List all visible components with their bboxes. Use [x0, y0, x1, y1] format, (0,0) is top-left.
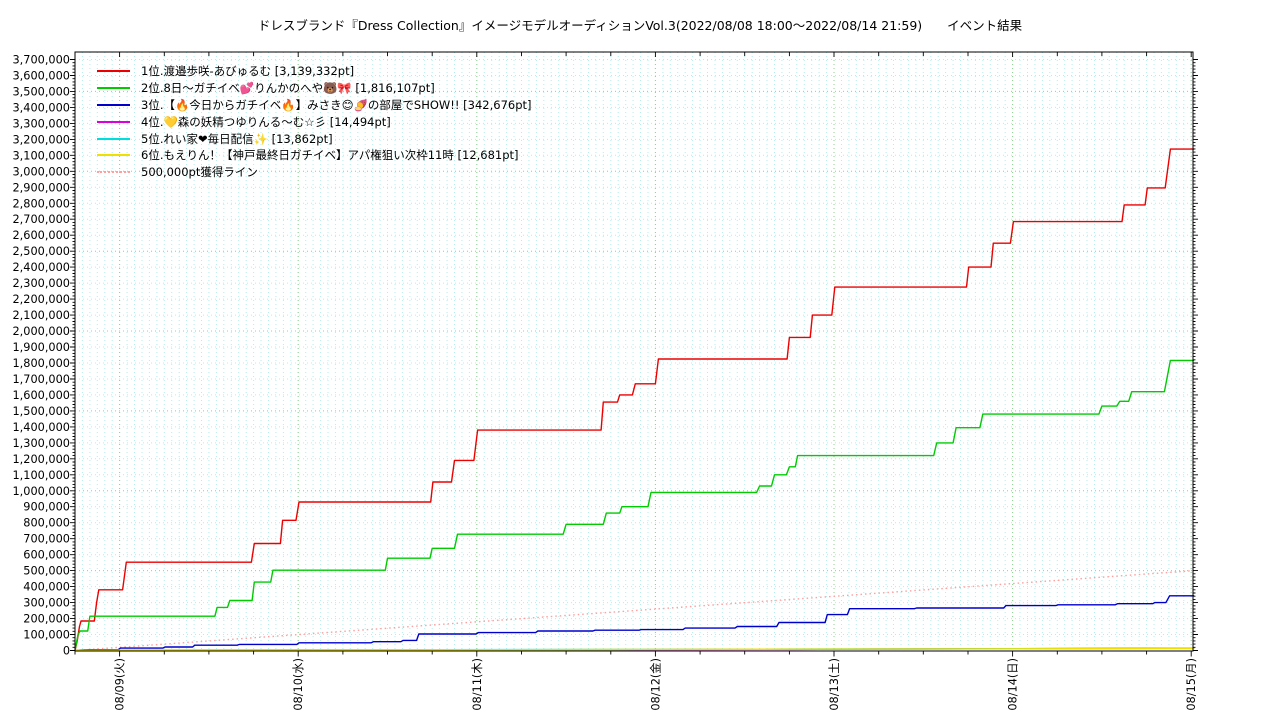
y-tick-label: 2,400,000 [13, 261, 71, 274]
y-tick-label: 2,200,000 [13, 293, 71, 306]
legend-label: 1位.渡邉歩咲-あびゅるむ [3,139,332pt] [141, 64, 355, 79]
y-tick-label: 3,100,000 [13, 149, 71, 162]
chart-legend: 1位.渡邉歩咲-あびゅるむ [3,139,332pt] 2位.8日～ガチイベ💕りん… [97, 63, 532, 181]
y-tick-label: 500,000 [23, 565, 70, 578]
legend-item: 6位.もえりん！【神戸最終日ガチイベ】アパ権狙い次枠11時 [12,681pt] [97, 147, 532, 164]
y-tick-label: 3,400,000 [13, 101, 71, 114]
x-tick-label: 08/10(水) [292, 658, 305, 711]
y-tick-label: 1,800,000 [13, 357, 71, 370]
legend-label: 3位.【🔥今日からガチイベ🔥】みさき😊🍠の部屋でSHOW!! [342,676p… [141, 97, 532, 112]
y-tick-label: 1,500,000 [13, 405, 71, 418]
y-tick-label: 3,600,000 [13, 69, 71, 82]
legend-item: 1位.渡邉歩咲-あびゅるむ [3,139,332pt] [97, 63, 532, 80]
x-tick-label: 08/15(月) [1185, 658, 1198, 711]
legend-label: 500,000pt獲得ライン [141, 165, 258, 180]
x-tick-label: 08/09(火) [114, 658, 127, 711]
y-tick-label: 700,000 [23, 533, 70, 546]
legend-line-swatch [97, 137, 130, 140]
y-tick-label: 2,600,000 [13, 229, 71, 242]
y-tick-label: 3,700,000 [13, 54, 71, 67]
y-tick-label: 100,000 [23, 629, 70, 642]
y-tick-label: 3,300,000 [13, 117, 71, 130]
y-tick-label: 2,000,000 [13, 325, 71, 338]
legend-label: 4位.💛森の妖精つゆりんる～む☆彡 [14,494pt] [141, 114, 391, 129]
series-line [74, 595, 1195, 652]
y-tick-label: 2,900,000 [13, 181, 71, 194]
legend-line-swatch [97, 120, 130, 123]
y-tick-label: 3,000,000 [13, 165, 71, 178]
legend-line-swatch [97, 87, 130, 90]
y-tick-label: 2,500,000 [13, 245, 71, 258]
y-tick-label: 1,000,000 [13, 485, 71, 498]
x-tick-label: 08/12(金) [648, 658, 662, 711]
legend-item: 3位.【🔥今日からガチイベ🔥】みさき😊🍠の部屋でSHOW!! [342,676p… [97, 97, 532, 114]
y-tick-label: 600,000 [23, 549, 70, 562]
legend-item: 4位.💛森の妖精つゆりんる～む☆彡 [14,494pt] [97, 113, 532, 130]
y-tick-label: 400,000 [23, 581, 70, 594]
y-tick-label: 2,300,000 [13, 277, 71, 290]
legend-line-swatch [97, 103, 130, 106]
legend-label: 6位.もえりん！【神戸最終日ガチイベ】アパ権狙い次枠11時 [12,681pt] [141, 148, 519, 163]
y-tick-label: 200,000 [23, 613, 70, 626]
y-tick-label: 3,500,000 [13, 85, 71, 98]
y-tick-label: 300,000 [23, 597, 70, 610]
legend-item: 5位.れい家❤毎日配信✨ [13,862pt] [97, 130, 532, 147]
y-tick-label: 2,800,000 [13, 197, 71, 210]
y-tick-label: 1,400,000 [13, 421, 71, 434]
chart-title: ドレスブランド『Dress Collection』イメージモデルオーディションV… [257, 18, 1023, 33]
y-tick-label: 1,900,000 [13, 341, 71, 354]
x-tick-label: 08/13(土) [828, 658, 841, 711]
y-tick-label: 1,200,000 [13, 453, 71, 466]
y-tick-label: 0 [63, 645, 70, 658]
y-tick-label: 800,000 [23, 517, 70, 530]
series-line [74, 148, 1195, 651]
y-tick-label: 2,100,000 [13, 309, 71, 322]
y-tick-label: 1,300,000 [13, 437, 71, 450]
y-tick-label: 3,200,000 [13, 133, 71, 146]
x-tick-label: 08/14(日) [1007, 658, 1020, 711]
y-tick-label: 900,000 [23, 501, 70, 514]
series-line [74, 359, 1195, 651]
series-line [74, 647, 1195, 652]
y-tick-label: 1,600,000 [13, 389, 71, 402]
legend-item: 2位.8日～ガチイベ💕りんかのへや🐻🎀 [1,816,107pt] [97, 80, 532, 97]
legend-line-swatch [97, 154, 130, 157]
legend-label: 2位.8日～ガチイベ💕りんかのへや🐻🎀 [1,816,107pt] [141, 81, 435, 96]
y-tick-label: 1,100,000 [13, 469, 71, 482]
legend-label: 5位.れい家❤毎日配信✨ [13,862pt] [141, 131, 333, 146]
x-tick-label: 08/11(木) [471, 658, 484, 711]
y-tick-label: 1,700,000 [13, 373, 71, 386]
y-tick-label: 2,700,000 [13, 213, 71, 226]
legend-item: 500,000pt獲得ライン [97, 164, 532, 181]
legend-line-swatch [97, 70, 130, 73]
legend-line-swatch [97, 171, 130, 174]
